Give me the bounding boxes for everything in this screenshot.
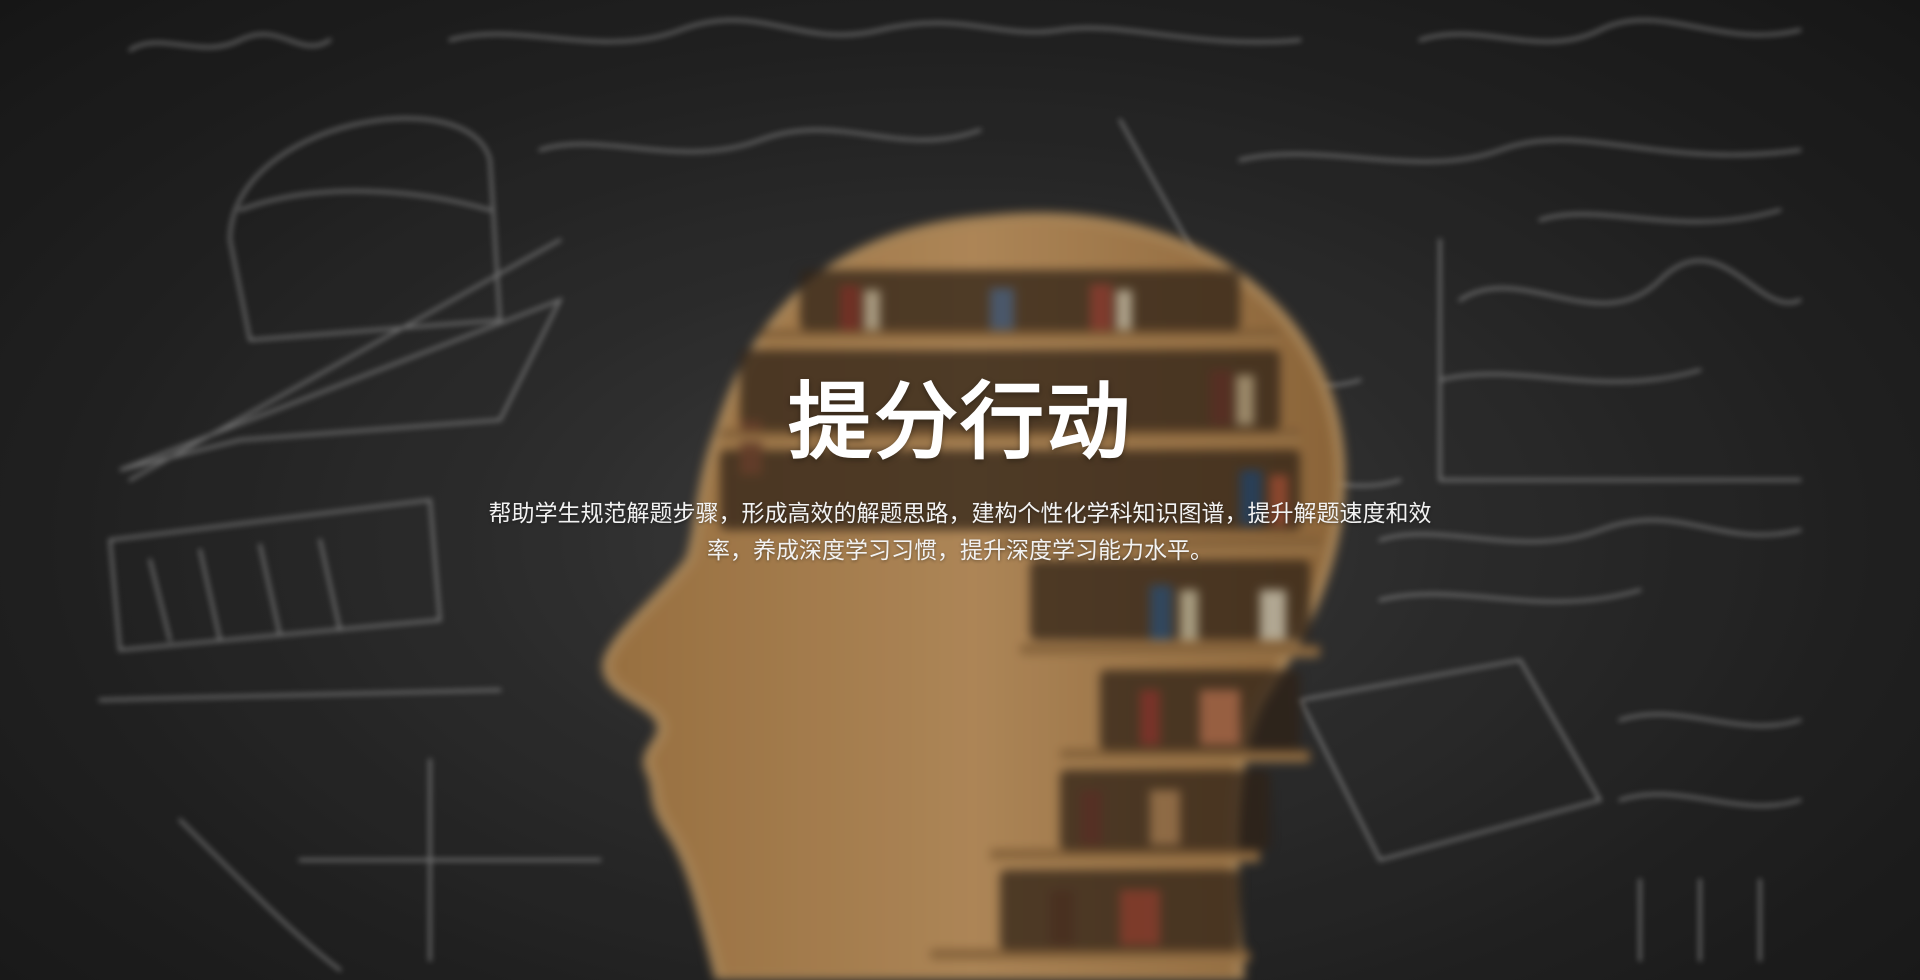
hero-title: 提分行动 xyxy=(787,373,1132,471)
hero-description: 帮助学生规范解题步骤，形成高效的解题思路，建构个性化学科知识图谱，提升解题速度和… xyxy=(488,501,1432,564)
